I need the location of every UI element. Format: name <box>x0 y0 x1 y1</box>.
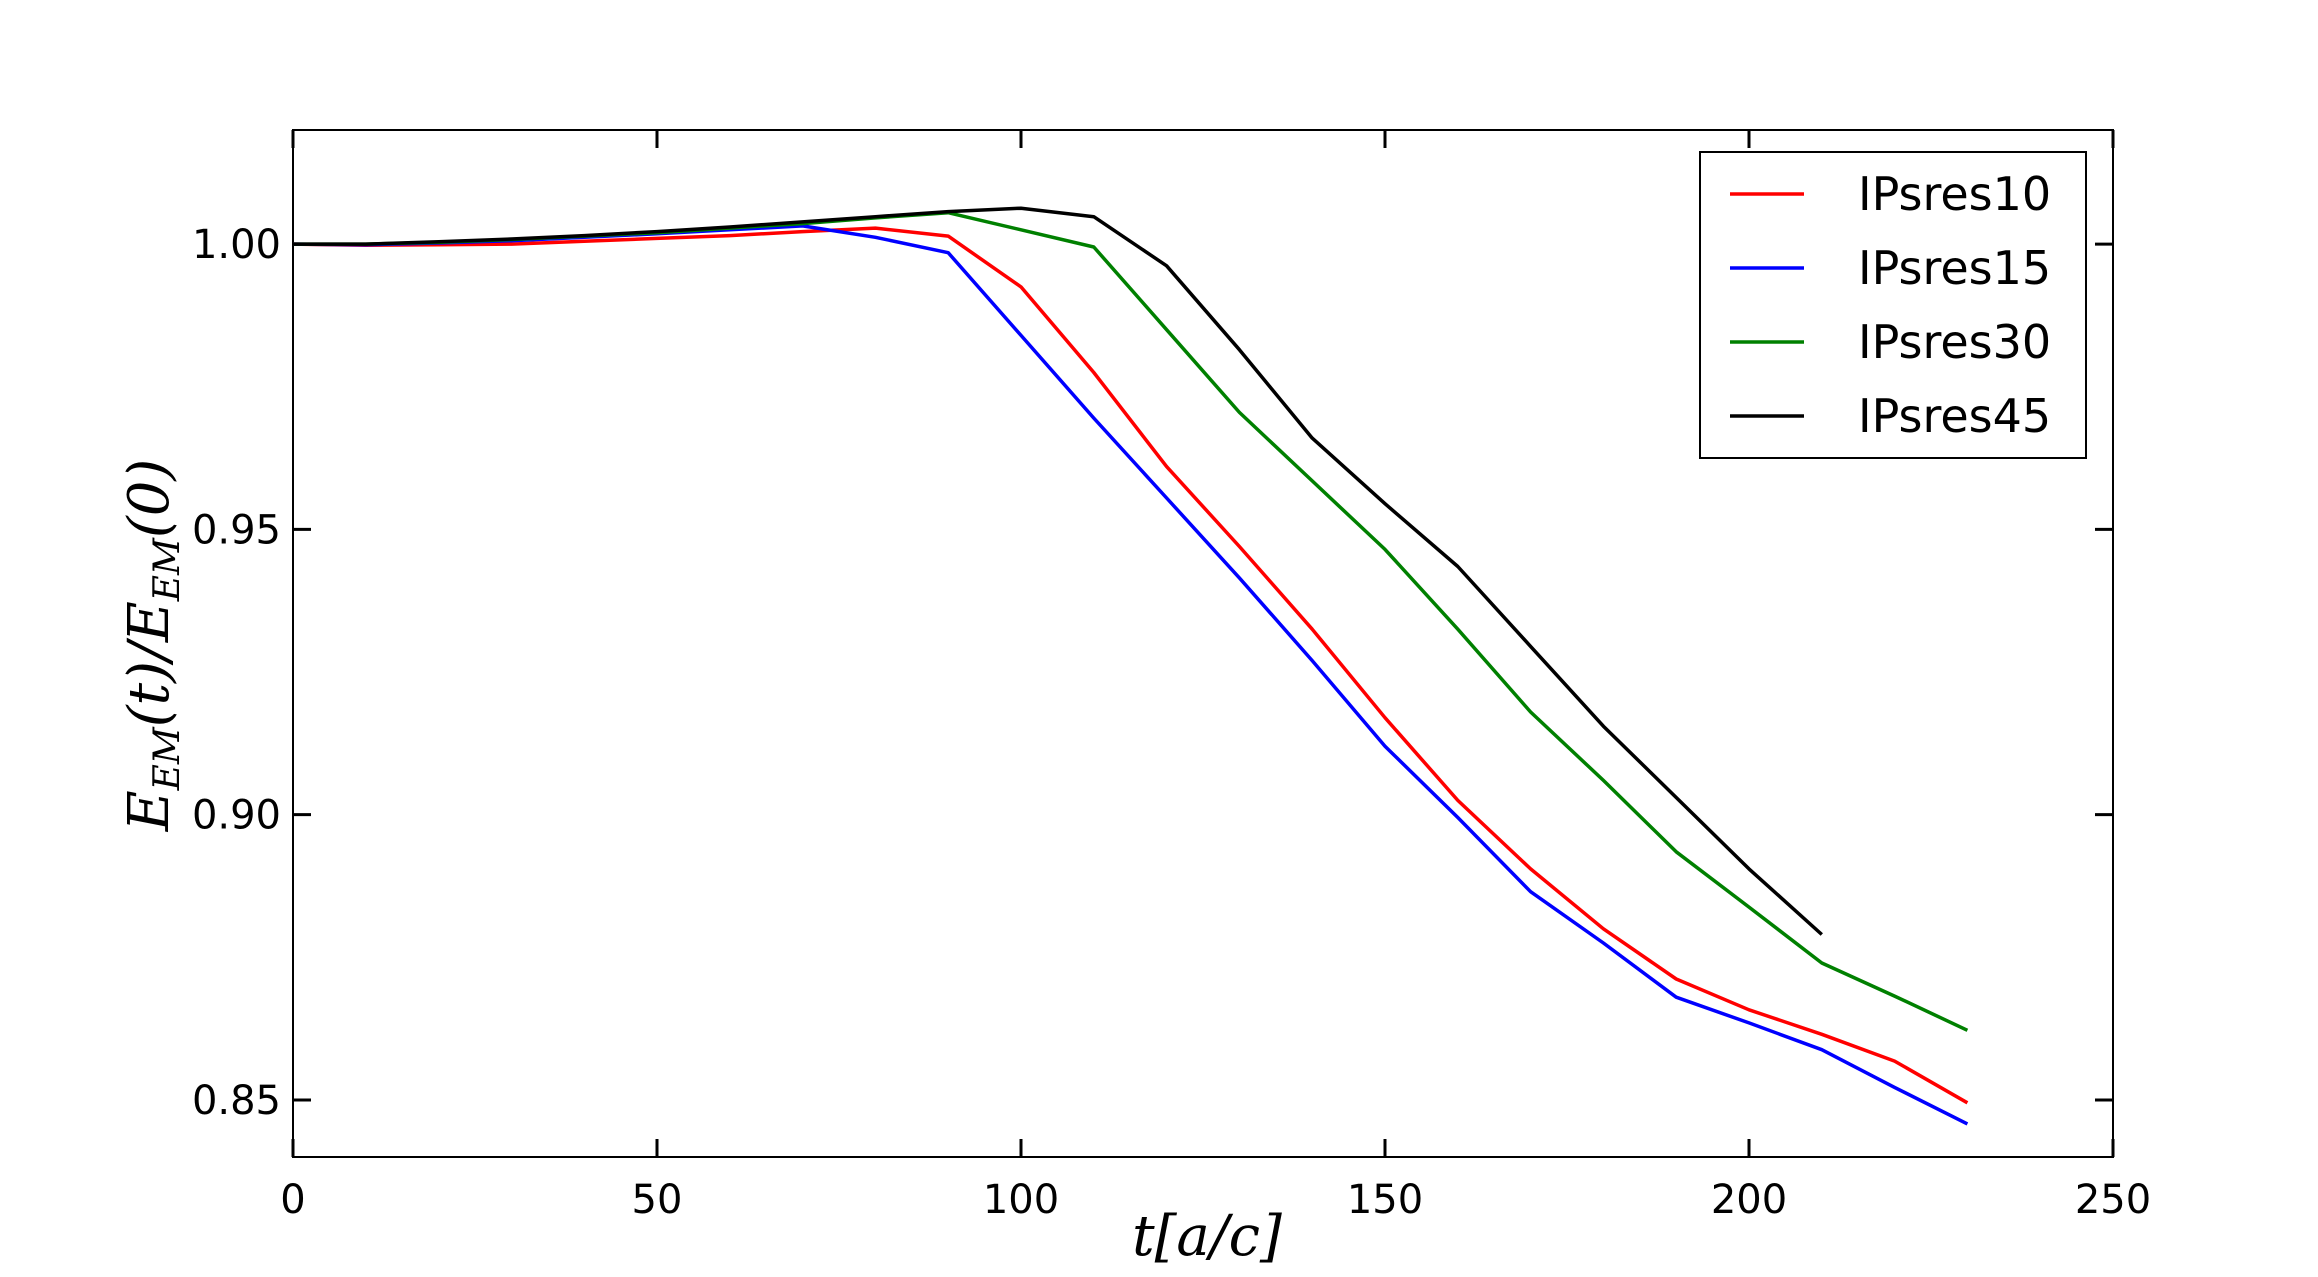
x-axis-ticks: 0 50 100 150 200 250 <box>280 130 2151 1223</box>
legend: IPsres10 IPsres15 IPsres30 IPsres45 <box>1699 151 2087 459</box>
x-axis-label: t[a/c] <box>1132 1204 1282 1269</box>
legend-box <box>1699 151 2087 459</box>
series-line-ipsres10 <box>292 226 1969 1105</box>
x-tick-label: 150 <box>1347 1177 1423 1223</box>
legend-label: IPsres10 <box>1858 167 2051 221</box>
legend-label: IPsres15 <box>1858 241 2051 295</box>
y-axis-ticks: 0.85 0.90 0.95 1.00 <box>192 222 2113 1124</box>
plot-border <box>292 129 2114 1158</box>
x-tick-label: 200 <box>1711 1177 1787 1223</box>
series-line-ipsres45 <box>293 206 1823 936</box>
x-tick-label: 100 <box>983 1177 1059 1223</box>
y-tick-label: 0.95 <box>192 507 281 553</box>
y-tick-label: 0.85 <box>192 1078 281 1124</box>
legend-label: IPsres45 <box>1858 389 2051 443</box>
legend-label: IPsres30 <box>1858 315 2051 369</box>
y-tick-label: 1.00 <box>192 222 281 268</box>
y-axis-label: EEM(t)/EEM(0) <box>117 459 188 832</box>
plot-frame <box>292 129 2114 1158</box>
y-tick-label: 0.90 <box>192 793 281 839</box>
x-tick-label: 50 <box>632 1177 683 1223</box>
x-tick-label: 250 <box>2075 1177 2151 1223</box>
series-layer <box>292 206 1969 1126</box>
x-tick-label: 0 <box>280 1177 305 1223</box>
